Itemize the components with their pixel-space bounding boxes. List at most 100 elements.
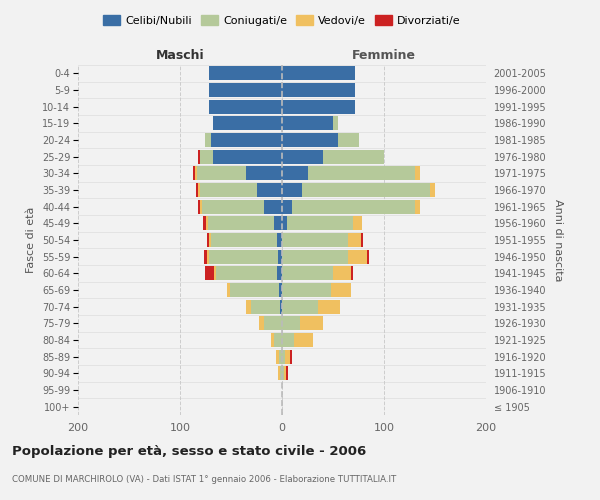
Bar xyxy=(199,200,200,214)
Bar xyxy=(209,83,282,97)
Bar xyxy=(276,350,279,364)
Bar xyxy=(282,200,292,214)
Bar xyxy=(278,366,280,380)
Bar xyxy=(196,166,197,180)
Bar xyxy=(282,233,349,247)
Bar xyxy=(206,266,214,280)
Bar xyxy=(349,233,361,247)
Bar xyxy=(282,366,284,380)
Bar xyxy=(205,250,206,264)
Bar xyxy=(282,150,323,164)
Bar xyxy=(338,133,359,147)
Bar xyxy=(209,100,282,114)
Bar xyxy=(415,200,420,214)
Text: Femmine: Femmine xyxy=(352,48,416,62)
Bar xyxy=(282,133,338,147)
Bar xyxy=(294,333,313,347)
Bar xyxy=(279,350,282,364)
Text: Popolazione per età, sesso e stato civile - 2006: Popolazione per età, sesso e stato civil… xyxy=(12,445,366,458)
Bar xyxy=(290,350,292,364)
Bar xyxy=(280,366,282,380)
Bar xyxy=(415,166,420,180)
Bar xyxy=(282,316,301,330)
Bar xyxy=(349,250,367,264)
Text: Maschi: Maschi xyxy=(155,48,205,62)
Bar xyxy=(282,283,331,297)
Bar xyxy=(263,316,282,330)
Bar xyxy=(333,116,338,130)
Bar xyxy=(206,250,209,264)
Bar xyxy=(274,333,282,347)
Bar xyxy=(199,150,200,164)
Bar xyxy=(257,183,282,197)
Bar xyxy=(367,250,369,264)
Bar xyxy=(202,200,263,214)
Bar xyxy=(352,266,353,280)
Bar xyxy=(230,283,279,297)
Bar xyxy=(227,283,230,297)
Bar xyxy=(333,266,352,280)
Bar xyxy=(280,300,282,314)
Bar xyxy=(216,266,277,280)
Bar xyxy=(196,183,199,197)
Bar xyxy=(251,300,280,314)
Bar xyxy=(206,133,211,147)
Bar xyxy=(282,83,355,97)
Bar xyxy=(318,300,340,314)
Bar xyxy=(282,266,333,280)
Bar xyxy=(308,166,415,180)
Bar xyxy=(206,233,209,247)
Bar xyxy=(292,200,415,214)
Bar xyxy=(278,250,282,264)
Bar xyxy=(279,283,282,297)
Bar xyxy=(211,133,282,147)
Bar xyxy=(200,200,202,214)
Bar xyxy=(209,233,211,247)
Bar xyxy=(209,66,282,80)
Bar xyxy=(277,233,282,247)
Bar xyxy=(271,333,274,347)
Bar xyxy=(199,183,200,197)
Bar xyxy=(274,216,282,230)
Bar xyxy=(259,316,263,330)
Bar xyxy=(282,300,318,314)
Legend: Celibi/Nubili, Coniugati/e, Vedovi/e, Divorziati/e: Celibi/Nubili, Coniugati/e, Vedovi/e, Di… xyxy=(99,10,465,30)
Bar xyxy=(331,283,352,297)
Bar xyxy=(430,183,435,197)
Bar xyxy=(206,216,208,230)
Bar xyxy=(282,100,355,114)
Bar xyxy=(282,333,294,347)
Bar xyxy=(277,266,282,280)
Bar xyxy=(200,183,257,197)
Bar xyxy=(284,366,286,380)
Bar xyxy=(200,150,212,164)
Bar xyxy=(282,183,302,197)
Bar xyxy=(282,166,308,180)
Bar xyxy=(212,116,282,130)
Bar xyxy=(247,300,251,314)
Bar xyxy=(287,216,353,230)
Bar xyxy=(282,66,355,80)
Bar xyxy=(263,200,282,214)
Bar xyxy=(282,350,285,364)
Bar xyxy=(282,216,287,230)
Bar xyxy=(247,166,282,180)
Bar xyxy=(214,266,216,280)
Bar xyxy=(301,316,323,330)
Bar xyxy=(211,233,277,247)
Bar xyxy=(203,216,206,230)
Bar xyxy=(209,250,278,264)
Y-axis label: Fasce di età: Fasce di età xyxy=(26,207,37,273)
Bar xyxy=(193,166,196,180)
Bar xyxy=(323,150,384,164)
Bar xyxy=(302,183,430,197)
Bar xyxy=(285,350,290,364)
Bar xyxy=(212,150,282,164)
Bar xyxy=(361,233,362,247)
Bar xyxy=(282,116,333,130)
Text: COMUNE DI MARCHIROLO (VA) - Dati ISTAT 1° gennaio 2006 - Elaborazione TUTTITALIA: COMUNE DI MARCHIROLO (VA) - Dati ISTAT 1… xyxy=(12,475,396,484)
Bar xyxy=(197,166,247,180)
Bar xyxy=(282,250,349,264)
Bar xyxy=(208,216,274,230)
Y-axis label: Anni di nascita: Anni di nascita xyxy=(553,198,563,281)
